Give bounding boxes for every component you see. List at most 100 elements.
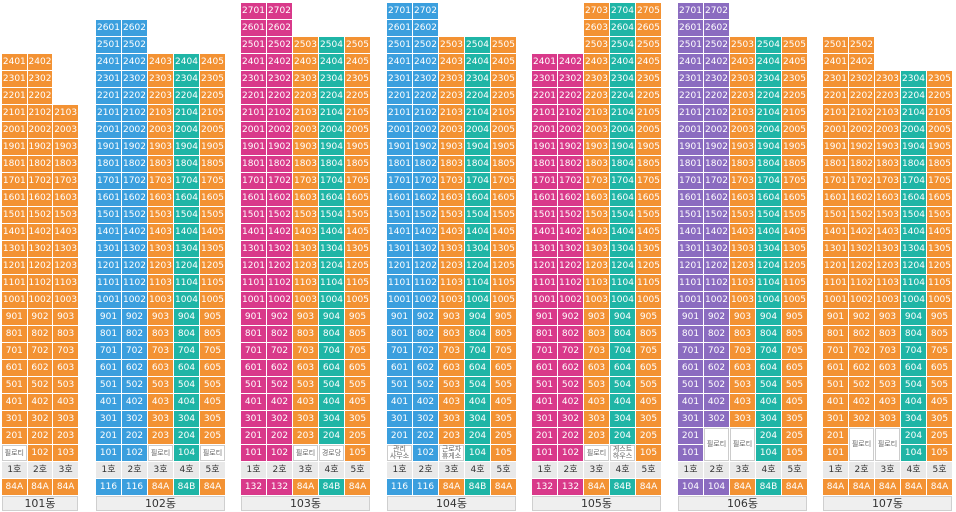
unit-cell: 401 [96,394,121,410]
unit-type: 84A [901,479,926,495]
unit-cell: 304 [174,411,199,427]
unit-cell: 602 [267,360,292,376]
unit-cell: 1901 [96,139,121,155]
unit-cell: 902 [267,309,292,325]
unit-cell: 1303 [148,241,173,257]
unit-cell: 204 [174,428,199,444]
unit-cell: 403 [875,394,900,410]
unit-cell: 1205 [782,258,807,274]
unit-cell: 802 [558,326,583,342]
unit-cell: 2203 [439,88,464,104]
unit-cell: 803 [293,326,318,342]
unit-cell: 704 [465,343,490,359]
unit-cell: 605 [782,360,807,376]
unit-cell: 1004 [465,292,490,308]
unit-cell: 603 [53,360,78,376]
facility-cell: 필로티 [293,445,318,461]
facility-cell: 필로티 [148,445,173,461]
unit-cell: 1004 [319,292,344,308]
unit-cell: 1602 [122,190,147,206]
unit-cell: 102 [122,445,147,461]
unit-cell: 502 [849,377,874,393]
unit-cell: 1203 [293,258,318,274]
unit-cell: 1701 [96,173,121,189]
unit-cell: 1904 [756,139,781,155]
unit-cell: 405 [782,394,807,410]
unit-cell: 1603 [439,190,464,206]
unit-cell: 2601 [241,20,266,36]
unit-cell: 902 [849,309,874,325]
unit-cell: 2602 [122,20,147,36]
unit-cell: 502 [558,377,583,393]
unit-cell: 1301 [823,241,848,257]
line-label: 1호 [241,462,266,478]
unit-cell: 703 [875,343,900,359]
unit-cell: 1001 [532,292,557,308]
unit-cell: 1501 [241,207,266,223]
unit-cell: 702 [267,343,292,359]
unit-cell: 1202 [704,258,729,274]
unit-cell: 201 [241,428,266,444]
unit-cell: 1102 [122,275,147,291]
unit-cell: 902 [704,309,729,325]
unit-cell: 1402 [27,224,53,240]
unit-cell: 1105 [345,275,370,291]
line-label: 1호 [2,462,27,478]
unit-cell: 1005 [491,292,516,308]
unit-cell: 303 [730,411,755,427]
unit-cell: 2304 [465,71,490,87]
unit-cell: 304 [901,411,926,427]
unit-cell: 1601 [241,190,266,206]
unit-cell: 2203 [730,88,755,104]
unit-cell: 2001 [678,122,703,138]
unit-cell: 1805 [200,156,225,172]
unit-cell: 1905 [491,139,516,155]
unit-cell: 1203 [875,258,900,274]
unit-cell: 1104 [756,275,781,291]
unit-cell: 1403 [730,224,755,240]
facility-cell: 필로티 [730,428,755,461]
unit-cell: 1303 [730,241,755,257]
unit-cell: 503 [293,377,318,393]
unit-cell: 704 [174,343,199,359]
unit-cell: 2205 [636,88,661,104]
unit-cell: 603 [875,360,900,376]
unit-cell: 2105 [200,105,225,121]
unit-cell: 1904 [465,139,490,155]
unit-cell: 1804 [901,156,926,172]
line-label: 4호 [465,462,490,478]
unit-cell: 2101 [387,105,412,121]
unit-cell: 301 [532,411,557,427]
unit-cell: 1603 [293,190,318,206]
unit-cell: 2401 [532,54,557,70]
unit-cell: 2105 [345,105,370,121]
unit-cell: 1604 [319,190,344,206]
unit-type: 84B [465,479,490,495]
unit-cell: 404 [319,394,344,410]
unit-cell: 201 [2,428,27,444]
unit-cell: 1002 [122,292,147,308]
unit-cell: 1804 [610,156,635,172]
unit-cell: 2205 [200,88,225,104]
unit-cell: 505 [782,377,807,393]
unit-cell: 2202 [267,88,292,104]
unit-cell: 501 [96,377,121,393]
unit-cell: 1203 [584,258,609,274]
line-label: 4호 [756,462,781,478]
unit-cell: 602 [27,360,53,376]
unit-cell: 2405 [345,54,370,70]
unit-cell: 1803 [293,156,318,172]
unit-cell: 2205 [345,88,370,104]
unit-cell: 904 [465,309,490,325]
unit-type: 84A [875,479,900,495]
unit-cell: 801 [678,326,703,342]
unit-cell: 1103 [53,275,78,291]
unit-cell: 501 [387,377,412,393]
unit-cell: 1104 [610,275,635,291]
unit-cell: 202 [558,428,583,444]
line-label: 3호 [53,462,78,478]
unit-type: 84A [730,479,755,495]
unit-cell: 1904 [319,139,344,155]
unit-cell: 1101 [532,275,557,291]
unit-cell: 705 [782,343,807,359]
